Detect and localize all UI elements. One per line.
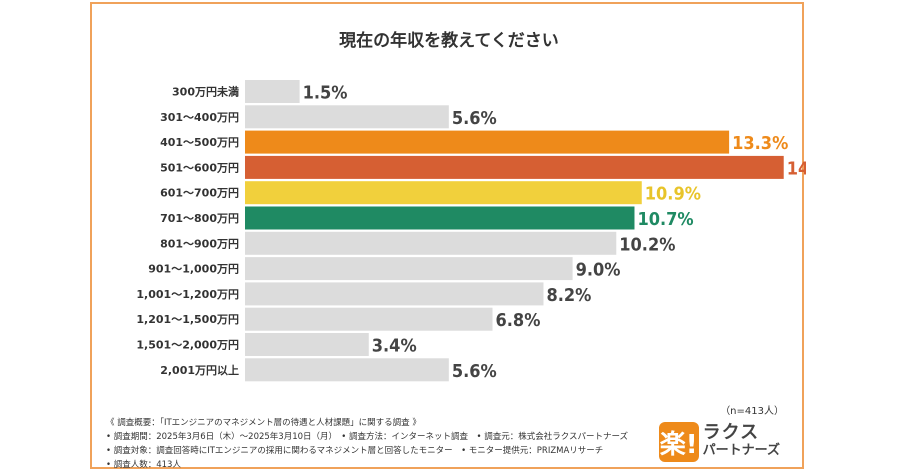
category-label: 601〜700万円 <box>160 187 239 200</box>
bar <box>245 130 730 154</box>
survey-footnotes: 《 調査概要：「ITエンジニアのマネジメント層の待遇と人材課題」に関する調査 》… <box>106 416 628 472</box>
category-label: 901〜1,000万円 <box>148 263 239 276</box>
sample-size-note: （n=413人） <box>720 406 784 417</box>
value-label: 14.8% <box>787 158 806 179</box>
logo-wordmark: ラクス パートナーズ <box>703 424 780 460</box>
value-label: 6.8% <box>496 310 541 331</box>
value-label: 10.9% <box>645 184 701 205</box>
footnote-count: • 調査人数：413人 <box>106 460 181 470</box>
category-label: 1,501〜2,000万円 <box>136 339 239 352</box>
value-label: 3.4% <box>372 336 417 357</box>
bar <box>245 231 617 255</box>
value-label: 5.6% <box>452 108 497 129</box>
bar <box>245 257 573 281</box>
value-label: 10.2% <box>619 234 675 255</box>
bar <box>245 282 544 306</box>
bar <box>245 181 642 205</box>
bar <box>245 333 369 356</box>
bar <box>245 307 493 331</box>
footnote-target: • 調査対象：調査回答時にITエンジニアの採用に関わるマネジメント層と回答したモ… <box>106 446 604 456</box>
logo-mark-icon: 楽! <box>658 422 699 462</box>
value-label: 1.5% <box>303 83 348 104</box>
bar <box>245 155 784 179</box>
chart-frame: 現在の年収を教えてください 300万円未満 1.5% 301〜400万円 5.6% 40… <box>90 2 806 472</box>
company-logo: 楽! ラクス パートナーズ <box>658 422 780 462</box>
footnote-heading: 《 調査概要：「ITエンジニアのマネジメント層の待遇と人材課題」に関する調査 》 <box>106 418 421 428</box>
bar <box>245 80 300 103</box>
category-label: 1,001〜1,200万円 <box>136 288 239 301</box>
logo-line-2: パートナーズ <box>702 443 780 458</box>
category-label: 801〜900万円 <box>160 237 239 250</box>
value-label: 9.0% <box>576 260 621 281</box>
bar-chart: 300万円未満 1.5% 301〜400万円 5.6% 401〜500万円 13.3% 50… <box>136 80 806 382</box>
category-label: 301〜400万円 <box>160 111 239 124</box>
value-label: 8.2% <box>546 285 591 306</box>
category-label: 300万円未満 <box>172 85 239 99</box>
chart-title: 現在の年収を教えてください <box>339 31 559 51</box>
bar <box>245 105 449 129</box>
logo-line-1: ラクス <box>702 422 760 443</box>
category-label: 501〜600万円 <box>160 161 239 174</box>
category-label: 2,001万円以上 <box>160 363 239 377</box>
value-label: 5.6% <box>452 361 497 382</box>
value-label: 13.3% <box>732 133 788 154</box>
value-label: 10.7% <box>637 209 693 230</box>
footnote-period: • 調査期間：2025年3月6日（木）〜2025年3月10日（月） • 調査方法… <box>106 432 629 442</box>
bar <box>245 206 635 230</box>
category-label: 1,201〜1,500万円 <box>136 313 239 326</box>
category-label: 701〜800万円 <box>160 212 239 225</box>
category-label: 401〜500万円 <box>160 136 239 149</box>
bar <box>245 358 449 382</box>
